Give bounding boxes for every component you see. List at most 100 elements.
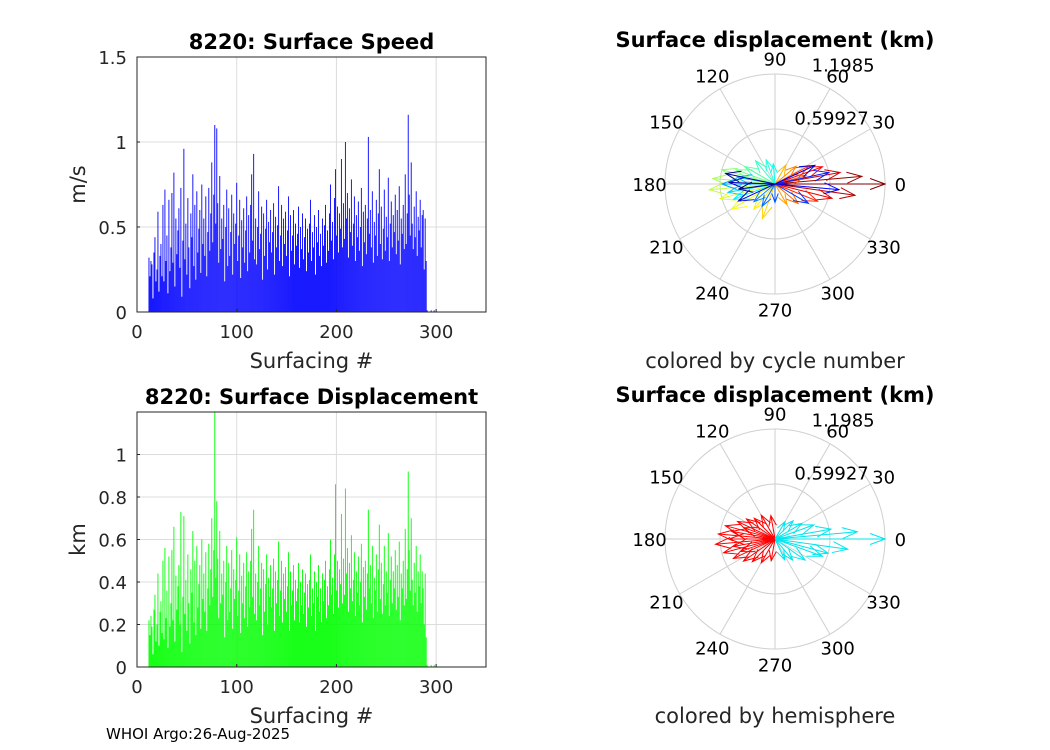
bar xyxy=(210,213,212,312)
bar xyxy=(377,569,379,667)
bar xyxy=(359,227,361,312)
bar xyxy=(319,611,320,667)
y-tick-label: 0.4 xyxy=(98,573,127,594)
bar xyxy=(303,613,304,667)
displacement-arrowhead xyxy=(816,188,834,201)
bar xyxy=(201,184,203,312)
bar xyxy=(304,592,305,667)
displacement-arrow xyxy=(751,538,776,563)
bar xyxy=(280,235,282,312)
bar xyxy=(184,259,186,312)
bar xyxy=(209,605,211,667)
bar xyxy=(190,569,192,667)
bar xyxy=(433,664,435,667)
bar xyxy=(195,279,197,312)
bar xyxy=(155,281,157,312)
bar xyxy=(225,227,227,312)
bar xyxy=(274,630,276,667)
displacement-arrowhead xyxy=(781,548,794,562)
bar xyxy=(175,575,177,667)
bar xyxy=(207,588,209,667)
bar xyxy=(340,514,342,667)
bar xyxy=(396,565,398,667)
displacement-arrow xyxy=(733,183,776,200)
bar xyxy=(221,218,223,312)
displacement-arrowhead xyxy=(824,169,842,181)
bar xyxy=(242,603,244,667)
bar xyxy=(410,518,412,667)
bar xyxy=(212,596,214,667)
displacement-arrow xyxy=(774,183,799,204)
bar xyxy=(203,573,205,667)
displacement-arrowhead xyxy=(743,165,760,178)
bar xyxy=(365,254,367,312)
bar xyxy=(326,262,327,312)
bar xyxy=(296,245,297,312)
bar xyxy=(381,613,383,667)
bar xyxy=(292,235,294,312)
bar xyxy=(186,274,188,312)
bar xyxy=(327,230,328,312)
bar xyxy=(196,191,198,312)
bar xyxy=(364,204,366,312)
bar xyxy=(244,618,246,667)
polar-angle-label: 60 xyxy=(826,66,849,87)
displacement-arrowhead xyxy=(720,167,738,180)
bar xyxy=(233,569,235,667)
bar xyxy=(254,613,256,667)
bar xyxy=(382,228,384,312)
bar xyxy=(169,271,171,312)
bar xyxy=(430,664,432,667)
bar xyxy=(149,635,151,667)
bar xyxy=(235,223,237,312)
bar xyxy=(325,560,326,667)
bar xyxy=(294,264,295,312)
displacement-arrow xyxy=(774,183,818,202)
bar xyxy=(406,213,408,312)
bar xyxy=(334,484,336,667)
bar xyxy=(231,194,233,312)
bar xyxy=(332,613,334,667)
bar xyxy=(353,552,355,667)
polar-angle-label: 270 xyxy=(758,300,792,321)
bar xyxy=(309,579,310,667)
bar xyxy=(348,562,350,667)
x-tick-label: 200 xyxy=(319,677,353,698)
bar xyxy=(336,206,338,312)
bar xyxy=(173,526,175,667)
bar xyxy=(333,554,335,667)
bar xyxy=(362,567,364,667)
bar xyxy=(330,594,332,667)
bar xyxy=(405,599,407,667)
bar xyxy=(278,186,280,312)
bar xyxy=(258,545,260,667)
bar xyxy=(190,213,192,312)
bar xyxy=(368,588,370,667)
footer-label: WHOI Argo:26-Aug-2025 xyxy=(106,725,291,743)
bar xyxy=(229,255,231,312)
bar xyxy=(251,528,253,667)
bar xyxy=(342,558,344,667)
bar xyxy=(228,208,230,312)
bar xyxy=(290,215,292,312)
bar xyxy=(293,565,295,667)
bar xyxy=(300,227,301,312)
bar xyxy=(416,611,418,667)
bar xyxy=(281,560,283,667)
bar xyxy=(267,269,269,312)
bar xyxy=(160,244,162,312)
bar xyxy=(409,235,411,312)
bar xyxy=(323,245,324,312)
bar xyxy=(393,588,395,667)
displacement-arrow xyxy=(774,164,787,185)
bar xyxy=(285,567,287,667)
bar xyxy=(313,247,314,312)
displacement-arrowhead xyxy=(782,519,795,532)
displacement-arrow xyxy=(723,538,776,554)
bar xyxy=(317,596,318,667)
bar xyxy=(232,274,234,312)
bar xyxy=(248,571,250,667)
bar xyxy=(204,255,206,312)
bar xyxy=(250,560,252,667)
bar xyxy=(208,187,210,312)
